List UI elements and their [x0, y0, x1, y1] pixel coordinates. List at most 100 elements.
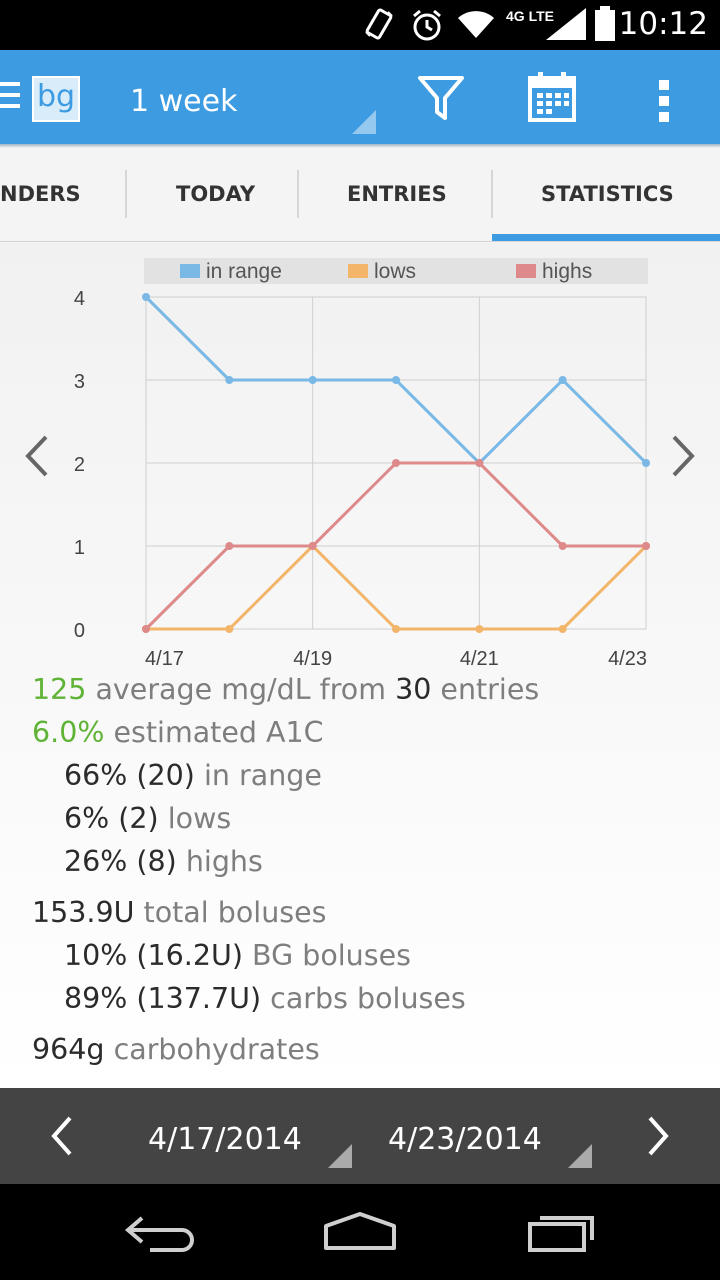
start-date-spinner[interactable]: 4/17/2014	[130, 1108, 356, 1168]
selected-tab-indicator	[492, 234, 720, 241]
end-date-value: 4/23/2014	[388, 1122, 542, 1157]
app-logo[interactable]: bg	[32, 76, 80, 122]
action-bar: bg 1 week	[0, 50, 720, 144]
data-point	[558, 625, 567, 633]
a1c-value: 6.0%	[32, 716, 105, 749]
data-point	[475, 625, 484, 633]
filter-icon[interactable]	[410, 66, 472, 128]
tab-statistics-label: STATISTICS	[541, 182, 674, 206]
in-range-text: in range	[203, 759, 322, 792]
carb-boluses-line: 89% (137.7U) carbs boluses	[64, 982, 466, 1015]
battery-icon	[595, 6, 615, 41]
previous-period-arrow-icon[interactable]	[18, 433, 54, 479]
range-label: 1 week	[130, 84, 238, 119]
entries-text: entries	[440, 673, 540, 706]
series-line	[146, 544, 648, 631]
y-tick-label: 2	[74, 454, 85, 476]
total-boluses-value: 153.9U	[32, 896, 135, 929]
average-text: average mg/dL from	[95, 673, 387, 706]
in-range-value: 66% (20)	[64, 759, 195, 792]
start-date-value: 4/17/2014	[148, 1122, 302, 1157]
data-point	[142, 293, 150, 301]
legend-label: highs	[542, 260, 592, 283]
tab-today[interactable]: TODAY	[127, 148, 297, 241]
highs-value: 26% (8)	[64, 845, 177, 878]
average-line: 125 average mg/dL from 30 entries	[32, 673, 539, 706]
legend-label: in range	[206, 260, 282, 283]
lows-line: 6% (2) lows	[64, 802, 231, 835]
home-icon[interactable]	[318, 1208, 402, 1254]
back-icon[interactable]	[120, 1210, 200, 1254]
data-point	[642, 542, 650, 550]
bg-boluses-text: BG boluses	[252, 939, 411, 972]
spinner-arrow-icon	[328, 1144, 352, 1168]
recent-apps-icon[interactable]	[522, 1208, 602, 1254]
data-point	[558, 376, 567, 384]
data-point	[475, 459, 484, 467]
action-bar-shadow	[0, 144, 720, 148]
legend-swatch	[516, 264, 536, 278]
legend-background	[144, 258, 648, 284]
calendar-icon[interactable]	[520, 66, 584, 130]
tab-reminders-label: NDERS	[0, 182, 81, 206]
data-point	[225, 376, 234, 384]
lows-value: 6% (2)	[64, 802, 159, 835]
end-date-spinner[interactable]: 4/23/2014	[370, 1108, 596, 1168]
x-tick-label: 4/19	[293, 648, 332, 670]
data-point	[308, 542, 317, 550]
wifi-icon	[458, 11, 494, 38]
system-nav-bar	[0, 1184, 720, 1280]
carbs-value: 964g	[32, 1033, 105, 1066]
data-point	[225, 542, 234, 550]
data-point	[225, 625, 234, 633]
data-point	[392, 376, 400, 384]
y-tick-label: 3	[74, 371, 85, 393]
tab-entries-label: ENTRIES	[347, 182, 447, 206]
total-boluses-text: total boluses	[143, 896, 327, 929]
data-point	[392, 459, 400, 467]
bg-boluses-line: 10% (16.2U) BG boluses	[64, 939, 411, 972]
a1c-line: 6.0% estimated A1C	[32, 716, 324, 749]
data-point	[642, 459, 650, 467]
overflow-menu-icon[interactable]	[650, 66, 678, 128]
data-point	[142, 625, 150, 633]
x-tick-label: 4/21	[460, 648, 499, 670]
spinner-arrow-icon	[568, 1144, 592, 1168]
tab-reminders[interactable]: NDERS	[0, 148, 126, 241]
tab-entries[interactable]: ENTRIES	[299, 148, 491, 241]
y-tick-label: 4	[74, 288, 85, 310]
vibrate-icon	[365, 8, 393, 40]
x-tick-label: 4/17	[145, 648, 184, 670]
statistics-content: 0 1 2 3 4 4/17 4/19 4/21 4/23 in range lows highs 1…	[0, 243, 720, 1088]
spinner-arrow-icon	[352, 110, 376, 134]
bg-boluses-value: 10% (16.2U)	[64, 939, 243, 972]
status-time: 10:12	[618, 6, 708, 42]
network-type-label: 4G LTE	[506, 8, 554, 24]
legend-swatch	[180, 264, 200, 278]
legend-swatch	[348, 264, 368, 278]
carb-boluses-text: carbs boluses	[270, 982, 466, 1015]
tab-statistics[interactable]: STATISTICS	[493, 148, 720, 241]
tab-today-label: TODAY	[176, 182, 256, 206]
x-tick-label: 4/23	[608, 648, 647, 670]
a1c-text: estimated A1C	[113, 716, 324, 749]
tab-bar: NDERS TODAY ENTRIES STATISTICS	[0, 148, 720, 242]
entries-count: 30	[395, 673, 432, 706]
status-bar: 4G LTE 10:12	[0, 0, 720, 50]
carbs-text: carbohydrates	[113, 1033, 320, 1066]
app-logo-text: bg	[36, 79, 76, 114]
range-spinner[interactable]: 1 week	[112, 74, 378, 136]
alarm-icon	[413, 9, 441, 41]
statistics-chart: 0 1 2 3 4 4/17 4/19 4/21 4/23 in range lows highs	[74, 258, 650, 670]
menu-icon[interactable]	[0, 82, 20, 112]
next-period-arrow-icon[interactable]	[666, 433, 702, 479]
previous-date-arrow-icon[interactable]	[44, 1114, 78, 1158]
data-point	[558, 542, 567, 550]
y-tick-label: 0	[74, 620, 85, 642]
y-tick-label: 1	[74, 537, 85, 559]
tab-divider	[491, 170, 493, 218]
in-range-line: 66% (20) in range	[64, 759, 322, 792]
next-date-arrow-icon[interactable]	[642, 1114, 676, 1158]
data-point	[308, 376, 317, 384]
total-boluses-line: 153.9U total boluses	[32, 896, 326, 929]
